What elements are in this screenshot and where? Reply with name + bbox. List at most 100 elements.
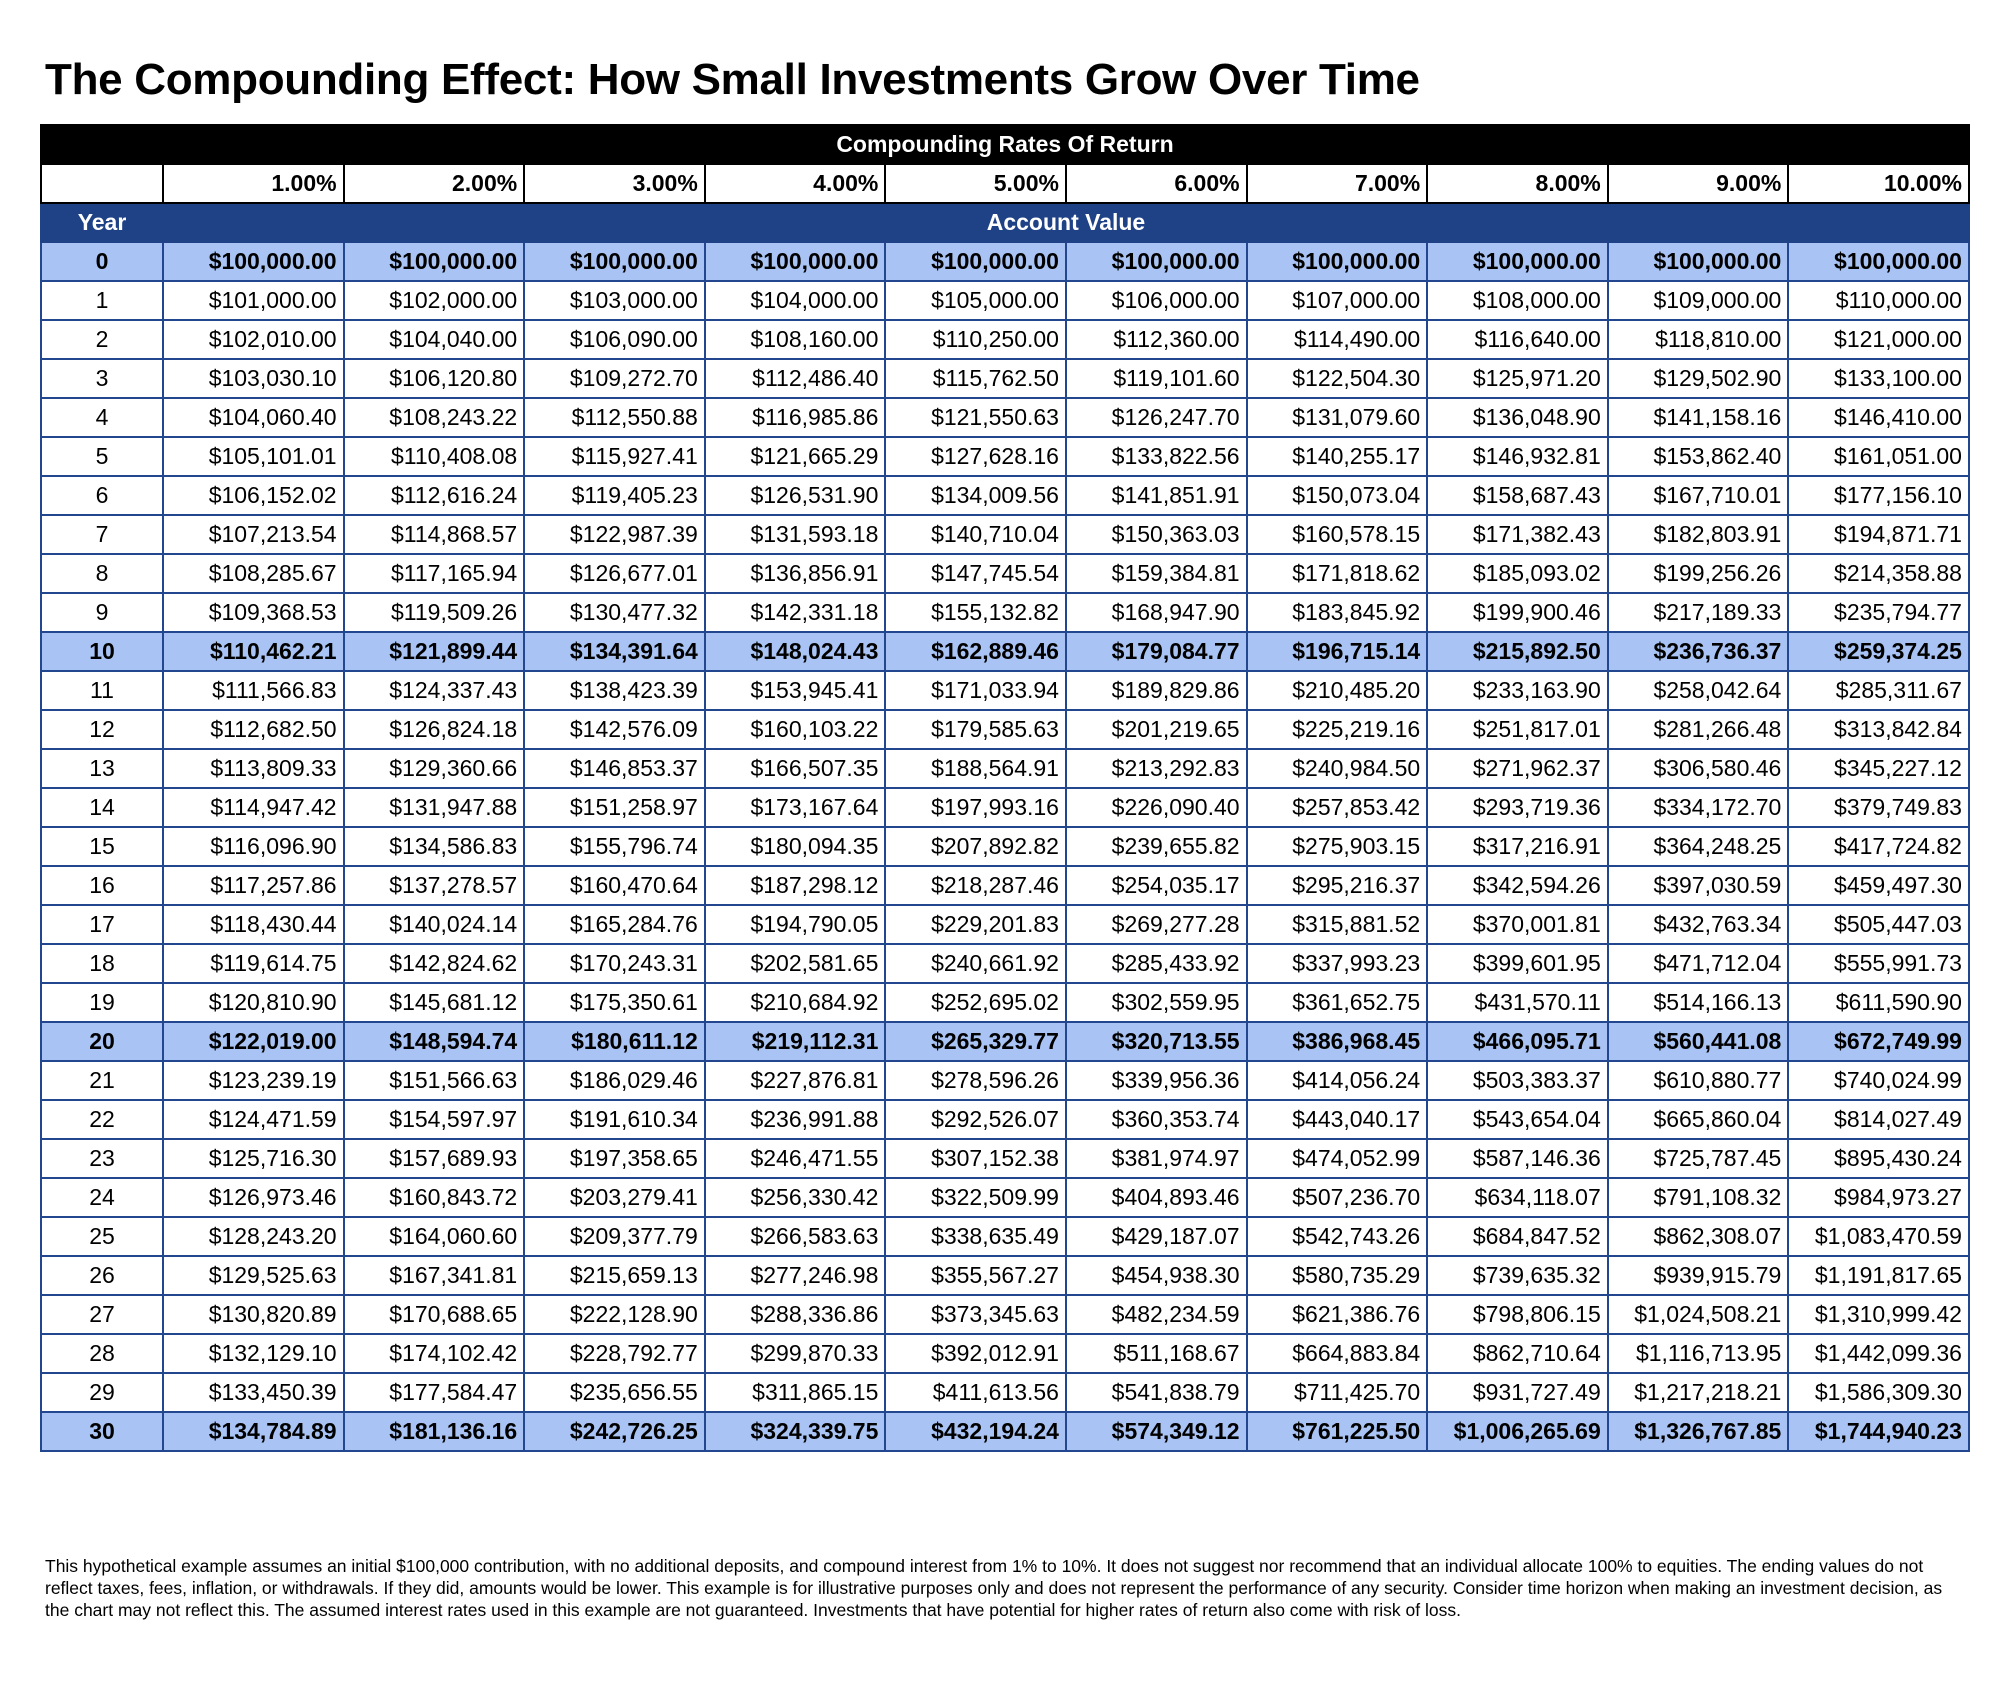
account-value-cell: $417,724.82 xyxy=(1787,826,1970,867)
rate-header-cell: 10.00% xyxy=(1787,163,1970,204)
account-value-cell: $115,762.50 xyxy=(884,358,1067,399)
account-value-cell: $240,984.50 xyxy=(1245,748,1429,789)
table-row: 13 $113,809.33 $129,360.66 $146,853.37 $166,… xyxy=(40,748,1970,789)
account-value-cell: $265,329.77 xyxy=(884,1021,1067,1062)
account-value-cell: $114,490.00 xyxy=(1245,319,1429,360)
account-value-cell: $104,040.00 xyxy=(342,319,526,360)
year-cell: 6 xyxy=(40,475,164,516)
account-value-cell: $131,593.18 xyxy=(703,514,887,555)
account-value-cell: $112,550.88 xyxy=(523,397,706,438)
year-cell: 25 xyxy=(40,1216,164,1257)
account-value-cell: $307,152.38 xyxy=(884,1138,1067,1179)
table-header: Compounding Rates Of Return 1.00% 2.00% 3.… xyxy=(40,124,1970,243)
account-value-cell: $114,868.57 xyxy=(342,514,526,555)
year-column-header: Year xyxy=(40,202,164,243)
account-value-cell: $895,430.24 xyxy=(1787,1138,1970,1179)
account-value-cell: $334,172.70 xyxy=(1606,787,1790,828)
account-value-cell: $141,851.91 xyxy=(1064,475,1248,516)
account-value-cell: $174,102.42 xyxy=(342,1333,526,1374)
account-value-cell: $459,497.30 xyxy=(1787,865,1970,906)
year-cell: 21 xyxy=(40,1060,164,1101)
account-value-cell: $235,656.55 xyxy=(523,1372,706,1413)
page-title: The Compounding Effect: How Small Invest… xyxy=(45,55,1420,104)
account-value-cell: $306,580.46 xyxy=(1606,748,1790,789)
account-value-cell: $213,292.83 xyxy=(1064,748,1248,789)
year-cell: 17 xyxy=(40,904,164,945)
table-row: 4 $104,060.40 $108,243.22 $112,550.88 $116,9… xyxy=(40,397,1970,438)
account-value-cell: $239,655.82 xyxy=(1064,826,1248,867)
table-row: 20 $122,019.00 $148,594.74 $180,611.12 $219,… xyxy=(40,1021,1970,1062)
account-value-cell: $171,382.43 xyxy=(1426,514,1609,555)
account-value-cell: $338,635.49 xyxy=(884,1216,1067,1257)
year-cell: 16 xyxy=(40,865,164,906)
account-value-cell: $507,236.70 xyxy=(1245,1177,1429,1218)
rates-corner-cell xyxy=(40,163,164,204)
account-value-cell: $271,962.37 xyxy=(1426,748,1609,789)
account-value-cell: $684,847.52 xyxy=(1426,1216,1609,1257)
table-row: 11 $111,566.83 $124,337.43 $138,423.39 $153,… xyxy=(40,670,1970,711)
account-value-cell: $100,000.00 xyxy=(1245,241,1429,282)
account-value-cell: $121,899.44 xyxy=(342,631,526,672)
account-value-cell: $117,257.86 xyxy=(162,865,345,906)
account-value-cell: $112,682.50 xyxy=(162,709,345,750)
account-value-cell: $209,377.79 xyxy=(523,1216,706,1257)
account-value-cell: $100,000.00 xyxy=(1064,241,1248,282)
account-value-cell: $229,201.83 xyxy=(884,904,1067,945)
account-value-cell: $379,749.83 xyxy=(1787,787,1970,828)
account-value-cell: $292,526.07 xyxy=(884,1099,1067,1140)
account-value-cell: $1,310,999.42 xyxy=(1787,1294,1970,1335)
year-cell: 24 xyxy=(40,1177,164,1218)
year-cell: 18 xyxy=(40,943,164,984)
account-value-cell: $252,695.02 xyxy=(884,982,1067,1023)
table-row: 18 $119,614.75 $142,824.62 $170,243.31 $202,… xyxy=(40,943,1970,984)
table-row: 8 $108,285.67 $117,165.94 $126,677.01 $136,8… xyxy=(40,553,1970,594)
account-value-cell: $150,363.03 xyxy=(1064,514,1248,555)
account-value-cell: $122,019.00 xyxy=(162,1021,345,1062)
account-value-cell: $141,158.16 xyxy=(1606,397,1790,438)
account-value-cell: $1,442,099.36 xyxy=(1787,1333,1970,1374)
account-value-cell: $183,845.92 xyxy=(1245,592,1429,633)
account-value-cell: $560,441.08 xyxy=(1606,1021,1790,1062)
rate-header-cell: 6.00% xyxy=(1064,163,1248,204)
account-value-cell: $322,509.99 xyxy=(884,1177,1067,1218)
account-value-cell: $257,853.42 xyxy=(1245,787,1429,828)
account-value-cell: $414,056.24 xyxy=(1245,1060,1429,1101)
account-value-cell: $108,000.00 xyxy=(1426,280,1609,321)
table-row: 2 $102,010.00 $104,040.00 $106,090.00 $108,1… xyxy=(40,319,1970,360)
account-value-cell: $119,614.75 xyxy=(162,943,345,984)
account-value-cell: $214,358.88 xyxy=(1787,553,1970,594)
account-value-cell: $288,336.86 xyxy=(703,1294,887,1335)
account-value-cell: $110,408.08 xyxy=(342,436,526,477)
account-value-cell: $158,687.43 xyxy=(1426,475,1609,516)
account-value-cell: $129,360.66 xyxy=(342,748,526,789)
account-value-cell: $429,187.07 xyxy=(1064,1216,1248,1257)
account-value-cell: $181,136.16 xyxy=(342,1411,526,1452)
account-value-cell: $119,405.23 xyxy=(523,475,706,516)
account-value-cell: $370,001.81 xyxy=(1426,904,1609,945)
rate-header-cell: 4.00% xyxy=(703,163,887,204)
rate-header-cell: 1.00% xyxy=(162,163,345,204)
account-value-cell: $112,616.24 xyxy=(342,475,526,516)
account-value-cell: $140,024.14 xyxy=(342,904,526,945)
table-row: 1 $101,000.00 $102,000.00 $103,000.00 $104,0… xyxy=(40,280,1970,321)
account-value-cell: $1,024,508.21 xyxy=(1606,1294,1790,1335)
table-row: 29 $133,450.39 $177,584.47 $235,656.55 $311,… xyxy=(40,1372,1970,1413)
account-value-cell: $126,531.90 xyxy=(703,475,887,516)
account-value-cell: $142,824.62 xyxy=(342,943,526,984)
account-value-cell: $100,000.00 xyxy=(1426,241,1609,282)
account-value-cell: $313,842.84 xyxy=(1787,709,1970,750)
account-value-cell: $166,507.35 xyxy=(703,748,887,789)
compounding-table: Compounding Rates Of Return 1.00% 2.00% 3.… xyxy=(40,124,1970,1452)
account-value-cell: $100,000.00 xyxy=(1787,241,1970,282)
account-value-cell: $145,681.12 xyxy=(342,982,526,1023)
rate-header-cell: 2.00% xyxy=(342,163,526,204)
account-value-cell: $116,985.86 xyxy=(703,397,887,438)
account-value-cell: $100,000.00 xyxy=(342,241,526,282)
account-value-cell: $151,566.63 xyxy=(342,1060,526,1101)
account-value-cell: $404,893.46 xyxy=(1064,1177,1248,1218)
account-value-cell: $116,096.90 xyxy=(162,826,345,867)
account-value-cell: $217,189.33 xyxy=(1606,592,1790,633)
account-value-cell: $254,035.17 xyxy=(1064,865,1248,906)
account-value-cell: $171,033.94 xyxy=(884,670,1067,711)
rate-header-cell: 7.00% xyxy=(1245,163,1429,204)
